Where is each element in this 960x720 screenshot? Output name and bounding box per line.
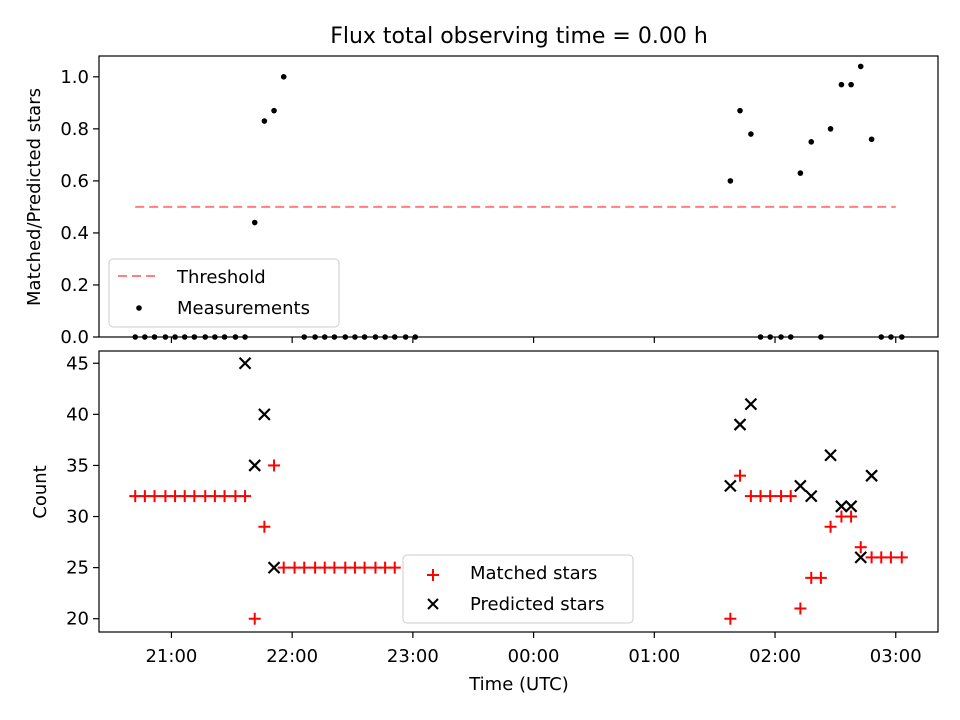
bottom-x-tick-label: 02:00 xyxy=(749,646,801,667)
measurement-point xyxy=(838,81,845,88)
legend-measurements-label: Measurements xyxy=(177,298,310,319)
legend-matched-swatch xyxy=(427,569,439,581)
matched-star-point xyxy=(388,561,401,574)
matched-star-point xyxy=(218,490,231,503)
matched-star-point xyxy=(845,510,858,523)
measurement-point xyxy=(868,136,875,143)
bottom-x-tick-label: 21:00 xyxy=(145,646,197,667)
matched-star-point xyxy=(358,561,371,574)
predicted-star-point xyxy=(744,397,758,411)
bottom-x-ticks: 21:00 22:00 23:00 00:00 01:00 02:00 03:00 xyxy=(145,632,922,667)
bottom-data-marks xyxy=(129,356,908,625)
bottom-y-tick-label: 25 xyxy=(66,558,89,579)
top-y-tick-label: 0.0 xyxy=(60,327,89,348)
predicted-star-point xyxy=(733,418,747,431)
matched-star-point xyxy=(277,561,290,574)
predicted-star-point xyxy=(824,448,837,462)
top-y-ticks: 0.0 0.2 0.4 0.6 0.8 1.0 xyxy=(60,67,99,348)
matched-star-point xyxy=(298,561,311,574)
measurement-point xyxy=(848,81,854,88)
bottom-y-ticks: 20 25 30 35 40 45 xyxy=(66,353,99,630)
bottom-x-tick-label: 22:00 xyxy=(266,646,318,667)
matched-star-point xyxy=(895,551,908,564)
matched-star-point xyxy=(854,541,867,554)
predicted-star-point xyxy=(835,500,848,513)
measurement-point xyxy=(271,107,277,114)
bottom-panel: Count Time (UTC) 20 25 30 35 40 45 21:00 22:00… xyxy=(30,350,939,695)
predicted-star-point xyxy=(258,408,271,421)
predicted-star-point xyxy=(238,356,252,370)
predicted-star-point xyxy=(844,500,858,513)
legend-predicted-label: Predicted stars xyxy=(470,594,604,615)
bottom-legend: Matched stars Predicted stars xyxy=(402,554,634,624)
bottom-y-tick-label: 40 xyxy=(66,404,89,425)
matched-star-point xyxy=(248,612,261,625)
predicted-star-point xyxy=(854,551,868,564)
measurement-point xyxy=(748,131,754,137)
legend-measurements-swatch xyxy=(136,305,142,311)
measurement-point xyxy=(261,118,268,124)
matched-star-point xyxy=(814,571,827,584)
top-y-tick-label: 0.4 xyxy=(60,223,89,244)
matched-star-point xyxy=(188,490,201,503)
bottom-x-tick-label: 00:00 xyxy=(508,646,560,667)
bottom-y-tick-label: 35 xyxy=(66,455,89,476)
matched-star-point xyxy=(734,469,747,482)
predicted-star-point xyxy=(267,561,281,574)
matched-star-point xyxy=(794,602,807,615)
legend-threshold-label: Threshold xyxy=(176,267,266,288)
bottom-x-tick-label: 03:00 xyxy=(870,646,922,667)
matched-star-point xyxy=(824,520,837,533)
top-y-tick-label: 0.2 xyxy=(60,275,89,296)
measurement-point xyxy=(827,126,834,132)
matched-star-point xyxy=(784,490,797,503)
bottom-y-axis-label: Count xyxy=(30,465,51,518)
bottom-x-tick-label: 23:00 xyxy=(387,646,439,667)
bottom-plot-frame xyxy=(98,350,939,633)
predicted-star-point xyxy=(865,469,878,482)
bottom-legend-box xyxy=(402,554,634,624)
top-y-tick-label: 0.8 xyxy=(60,119,89,140)
matched-star-point xyxy=(328,561,341,574)
bottom-y-tick-label: 30 xyxy=(66,507,89,528)
legend-matched-label: Matched stars xyxy=(470,563,597,584)
measurement-point xyxy=(797,170,804,176)
matched-star-point xyxy=(239,490,252,503)
measurement-point xyxy=(737,107,743,114)
top-y-axis-label: Matched/Predicted stars xyxy=(24,88,45,306)
predicted-star-point xyxy=(724,479,737,493)
bottom-x-tick-label: 01:00 xyxy=(628,646,680,667)
matched-star-point xyxy=(258,520,271,533)
measurement-point xyxy=(727,178,734,184)
top-plot-frame xyxy=(98,55,939,338)
top-panel: Flux total observing time = 0.00 h Match… xyxy=(24,24,939,348)
top-y-tick-label: 0.6 xyxy=(60,171,89,192)
measurement-point xyxy=(280,74,287,80)
top-legend-box xyxy=(108,258,340,328)
legend-predicted-swatch xyxy=(427,598,439,610)
matched-star-point xyxy=(724,612,737,625)
top-x-tick-marks xyxy=(170,337,897,343)
matched-star-point xyxy=(148,490,161,503)
x-axis-label: Time (UTC) xyxy=(468,674,569,695)
chart-title: Flux total observing time = 0.00 h xyxy=(330,24,708,49)
matched-star-point xyxy=(268,459,281,472)
top-legend: Threshold Measurements xyxy=(108,258,340,328)
measurement-point xyxy=(808,139,815,145)
matched-star-point xyxy=(884,551,897,564)
measurement-point xyxy=(857,63,864,70)
measurement-point xyxy=(251,219,258,226)
matched-star-point xyxy=(764,490,777,503)
predicted-star-point xyxy=(248,459,262,472)
predicted-star-point xyxy=(804,489,818,503)
top-y-tick-label: 1.0 xyxy=(60,67,89,88)
bottom-y-tick-label: 45 xyxy=(66,353,89,374)
predicted-star-point xyxy=(794,479,807,493)
bottom-y-tick-label: 20 xyxy=(66,609,89,630)
